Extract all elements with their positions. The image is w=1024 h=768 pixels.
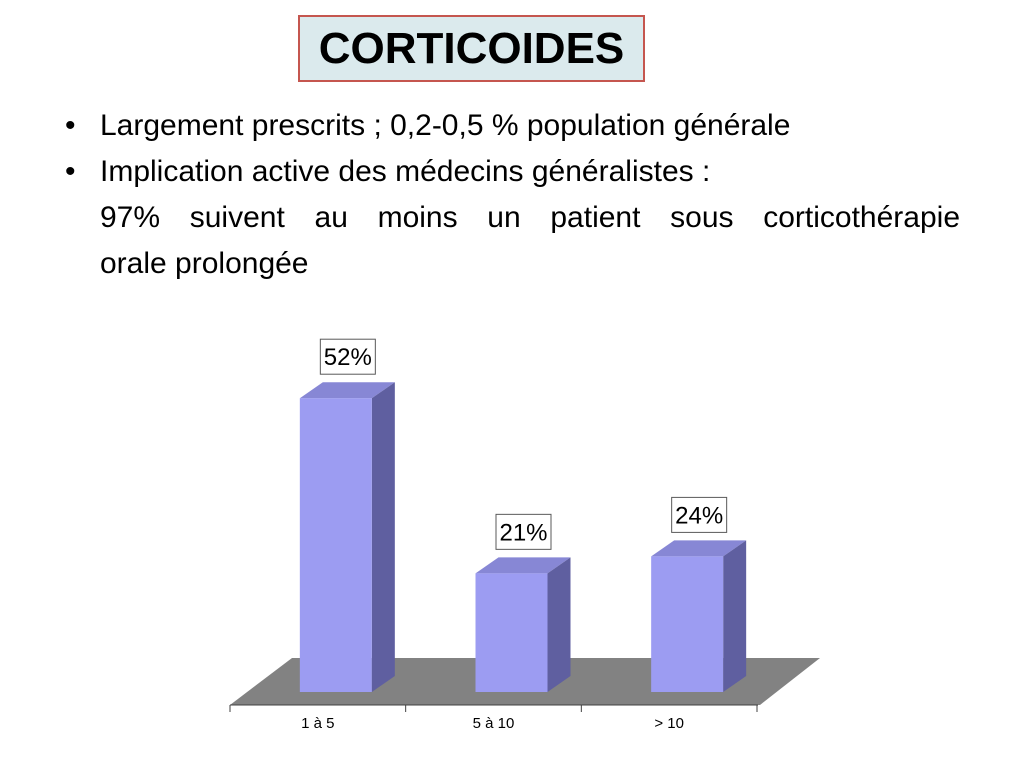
- bullet-icon: •: [65, 109, 76, 142]
- bar-top-face: [475, 557, 571, 574]
- data-label-box: [671, 496, 728, 533]
- bar-side-face: [723, 540, 747, 692]
- continuation-line-1: 97% suivent au moins un patient sous cor…: [100, 201, 960, 234]
- x-axis-label: 5 à 10: [473, 715, 515, 732]
- continuation-line-2: orale prolongée: [100, 247, 309, 280]
- slide-title: CORTICOIDES: [298, 15, 645, 82]
- data-label-box: [495, 513, 552, 550]
- bullet-text: Implication active des médecins générali…: [100, 155, 711, 188]
- bar-1: [299, 398, 372, 692]
- bar-side-face: [371, 382, 395, 692]
- bullet-icon: •: [65, 155, 76, 188]
- bar-side-face: [547, 557, 571, 692]
- data-label-box: [319, 338, 376, 375]
- data-label: 21%: [499, 519, 547, 546]
- bullet-list: • Largement prescrits ; 0,2-0,5 % popula…: [65, 103, 962, 287]
- data-label: 24%: [675, 502, 723, 529]
- x-axis-label: 1 à 5: [301, 715, 334, 732]
- bullet-text: Largement prescrits ; 0,2-0,5 % populati…: [100, 109, 791, 142]
- bullet-item: • Implication active des médecins généra…: [65, 149, 962, 195]
- bullet-item: • Largement prescrits ; 0,2-0,5 % popula…: [65, 103, 962, 149]
- bar-2: [475, 573, 548, 692]
- x-axis-label: > 10: [654, 715, 684, 732]
- data-label: 52%: [324, 344, 372, 371]
- bar-top-face: [651, 540, 747, 557]
- bar-top-face: [299, 382, 395, 399]
- bar-3: [651, 556, 724, 692]
